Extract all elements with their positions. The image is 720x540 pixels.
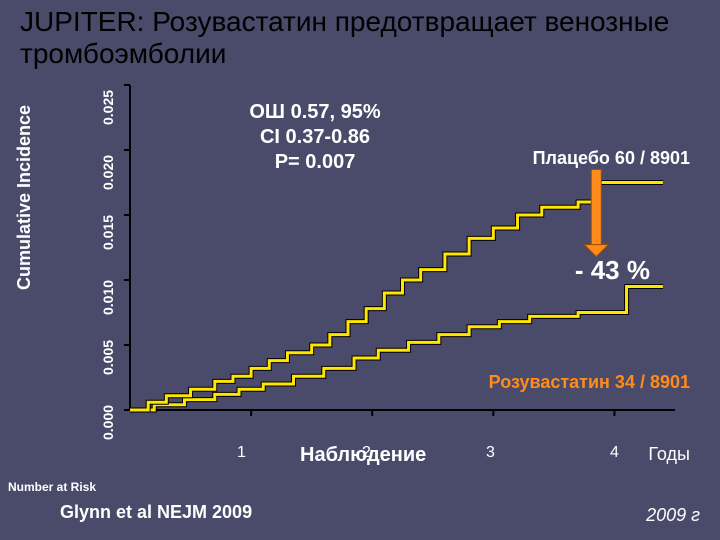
label-placebo: Плацебо 60 / 8901 <box>533 148 690 169</box>
year-note: 2009 г <box>646 505 700 526</box>
years-label: Годы <box>648 444 690 465</box>
y-axis-label: Cumulative Incidence <box>14 105 35 290</box>
label-rosuvastatin: Розувастатин 34 / 8901 <box>489 372 690 393</box>
stat-line2: CI 0.37-0.86 <box>260 126 370 148</box>
stats-block: ОШ 0.57, 95% CI 0.37-0.86 P= 0.007 <box>200 100 430 175</box>
citation: Glynn et al NEJM 2009 <box>60 502 252 523</box>
y-tick-4: 0.020 <box>100 155 116 190</box>
x-tick-4: 4 <box>610 444 619 462</box>
x-tick-1: 1 <box>237 444 246 462</box>
x-axis-label: Наблюдение <box>300 444 426 467</box>
page-title: JUPITER: Розувастатин предотвращает вено… <box>20 6 700 70</box>
y-tick-1: 0.005 <box>100 340 116 375</box>
stat-line3: P= 0.007 <box>275 151 356 173</box>
x-tick-3: 3 <box>486 444 495 462</box>
pct-change: - 43 % <box>575 255 650 286</box>
y-tick-2: 0.010 <box>100 280 116 315</box>
number-at-risk-label: Number at Risk <box>8 480 96 494</box>
y-tick-3: 0.015 <box>100 215 116 250</box>
y-tick-5: 0.025 <box>100 90 116 125</box>
y-tick-0: 0.000 <box>100 405 116 440</box>
stat-line1: ОШ 0.57, 95% <box>249 101 380 123</box>
